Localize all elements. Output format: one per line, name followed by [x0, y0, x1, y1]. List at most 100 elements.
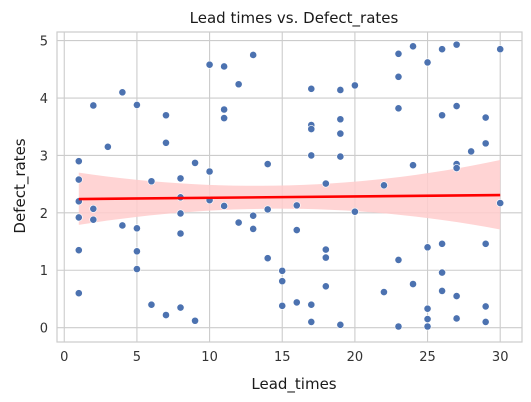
x-tick-label: 30	[492, 350, 509, 365]
scatter-point	[336, 115, 345, 124]
scatter-point	[321, 282, 330, 291]
scatter-point	[350, 81, 359, 90]
scatter-point	[394, 104, 403, 113]
scatter-point	[307, 151, 316, 160]
scatter-point	[249, 51, 258, 59]
chart-title: Lead times vs. Defect_rates	[190, 9, 399, 28]
scatter-point	[220, 62, 229, 71]
scatter-point	[234, 80, 243, 89]
scatter-point	[438, 239, 446, 248]
x-tick-label: 5	[133, 350, 141, 365]
scatter-point	[321, 245, 330, 254]
x-tick-label: 0	[60, 350, 68, 365]
scatter-point	[438, 268, 446, 277]
scatter-point	[89, 204, 98, 213]
scatter-point	[423, 304, 432, 313]
scatter-point	[452, 40, 461, 49]
scatter-point	[481, 239, 490, 248]
scatter-point	[409, 42, 417, 51]
y-tick-label: 4	[40, 92, 48, 107]
scatter-point	[176, 209, 185, 218]
scatter-point	[409, 280, 417, 288]
y-tick-label: 2	[40, 207, 48, 222]
scatter-point	[292, 226, 301, 234]
scatter-point	[133, 247, 141, 256]
scatter-point	[423, 58, 432, 67]
y-tick-label: 0	[40, 322, 48, 337]
scatter-point	[118, 221, 127, 230]
scatter-point	[162, 311, 170, 319]
scatter-point	[278, 277, 287, 286]
regression-line	[78, 193, 501, 201]
scatter-point	[263, 160, 272, 168]
scatter-point	[307, 300, 316, 309]
scatter-point	[89, 215, 98, 224]
scatter-point	[205, 60, 214, 69]
scatter-point	[234, 218, 243, 227]
scatter-point	[394, 49, 403, 58]
scatter-point	[205, 167, 214, 176]
y-tick-label: 1	[40, 264, 48, 279]
regression-line-layer	[78, 193, 501, 201]
scatter-point	[336, 320, 345, 329]
scatter-point	[336, 129, 345, 138]
scatter-point	[249, 211, 258, 220]
scatter-point	[452, 314, 461, 323]
scatter-point	[133, 101, 141, 109]
scatter-point	[496, 45, 505, 54]
scatter-point	[423, 315, 432, 323]
scatter-point	[147, 177, 156, 186]
scatter-point	[307, 125, 316, 133]
scatter-point	[452, 164, 461, 172]
scatter-point	[147, 300, 156, 309]
scatter-point	[452, 102, 461, 110]
scatter-point	[176, 229, 185, 238]
scatter-point	[249, 225, 258, 233]
scatter-point	[350, 207, 359, 216]
scatter-point	[191, 316, 199, 325]
x-tick-label: 20	[347, 350, 364, 365]
scatter-point	[74, 175, 83, 184]
scatter-point	[438, 111, 446, 120]
x-tick-label: 25	[419, 350, 436, 365]
scatter-point	[438, 45, 446, 54]
scatter-point	[292, 298, 301, 307]
scatter-point	[74, 246, 83, 255]
scatter-point	[133, 224, 141, 233]
scatter-point	[321, 253, 330, 262]
scatter-point	[481, 139, 490, 148]
points-layer	[74, 40, 505, 331]
scatter-point	[74, 213, 83, 222]
scatter-point	[133, 265, 141, 273]
scatter-point	[220, 202, 229, 210]
y-axis-label: Defect_rates	[11, 138, 30, 233]
scatter-point	[438, 287, 446, 295]
x-axis-label: Lead_times	[251, 375, 336, 394]
scatter-point	[481, 318, 490, 326]
scatter-point	[452, 292, 461, 300]
scatter-point	[307, 318, 316, 326]
scatter-point	[307, 84, 316, 93]
scatter-point	[176, 174, 185, 183]
scatter-point	[162, 138, 170, 147]
scatter-point	[162, 111, 170, 120]
scatter-point	[220, 114, 229, 123]
tick-label-layer: 0 5 10 15 20 25 30 0 1 2 3 4 5	[40, 35, 509, 365]
plot-frame	[56, 31, 523, 343]
y-tick-label: 3	[40, 149, 48, 164]
x-tick-label: 15	[274, 350, 291, 365]
scatter-point	[394, 256, 403, 264]
scatter-point	[191, 158, 199, 167]
scatter-point	[89, 101, 98, 110]
scatter-point	[74, 289, 83, 298]
scatter-point	[481, 113, 490, 122]
scatter-point	[380, 288, 388, 296]
scatter-point	[278, 266, 287, 275]
scatter-point	[423, 322, 432, 331]
scatter-point	[394, 322, 403, 331]
scatter-point	[467, 147, 476, 156]
scatter-point	[336, 152, 345, 161]
scatter-point	[74, 157, 83, 166]
scatter-point	[394, 72, 403, 81]
